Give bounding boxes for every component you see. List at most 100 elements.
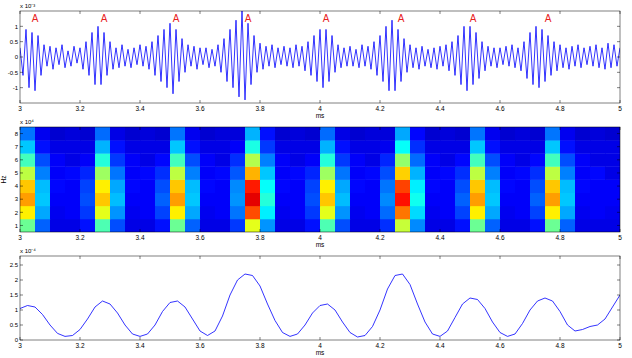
heat-cell xyxy=(185,166,200,180)
x-tick-label: 3.8 xyxy=(255,234,264,241)
heat-cell xyxy=(320,206,335,220)
heat-cell xyxy=(365,180,380,194)
heat-cell xyxy=(215,193,230,207)
heat-cell xyxy=(125,140,140,154)
heat-cell xyxy=(410,153,425,167)
heat-cell xyxy=(530,166,545,180)
heat-cell xyxy=(335,127,350,141)
heat-cell xyxy=(260,153,275,167)
heat-cell xyxy=(470,127,485,141)
x-tick xyxy=(200,127,201,130)
heat-cell xyxy=(140,127,155,141)
heat-cell xyxy=(215,140,230,154)
heat-cell xyxy=(575,153,590,167)
heat-cell xyxy=(425,219,440,232)
x-tick xyxy=(620,256,621,259)
y-tick-label: -1 xyxy=(13,85,19,91)
y-tick xyxy=(617,225,620,226)
x-tick xyxy=(80,337,81,340)
heat-cell xyxy=(470,193,485,207)
heat-cell xyxy=(20,127,35,141)
x-tick-label: 4.6 xyxy=(495,342,504,349)
x-tick-label: 3.4 xyxy=(135,105,144,112)
x-tick xyxy=(500,11,501,14)
heat-cell xyxy=(125,206,140,220)
y-tick xyxy=(617,72,620,73)
heat-cell xyxy=(170,193,185,207)
heat-cell xyxy=(395,127,410,141)
heat-cell xyxy=(80,193,95,207)
heat-cell xyxy=(290,206,305,220)
heat-cell xyxy=(290,127,305,141)
y-tick-label: 0 xyxy=(15,54,19,60)
heat-cell xyxy=(125,153,140,167)
y-tick-label: 1.5 xyxy=(10,292,19,298)
x-tick xyxy=(320,100,321,103)
heat-cell xyxy=(560,153,575,167)
heat-cell xyxy=(485,140,500,154)
annotation: A xyxy=(398,13,405,24)
heat-cell xyxy=(500,166,515,180)
heat-cell xyxy=(500,180,515,194)
heat-cell xyxy=(425,206,440,220)
heat-cell xyxy=(110,166,125,180)
heat-cell xyxy=(200,127,215,141)
x-tick xyxy=(260,127,261,130)
x-tick xyxy=(20,127,21,130)
heat-cell xyxy=(185,219,200,232)
heat-cell xyxy=(425,166,440,180)
heat-cell xyxy=(200,166,215,180)
x-tick xyxy=(140,100,141,103)
heat-cell xyxy=(155,153,170,167)
heat-cell xyxy=(275,127,290,141)
heat-cell xyxy=(410,127,425,141)
heat-cell xyxy=(95,140,110,154)
heat-cell xyxy=(485,219,500,232)
heat-cell xyxy=(350,180,365,194)
x-tick xyxy=(260,100,261,103)
heat-cell xyxy=(380,180,395,194)
y-tick xyxy=(20,212,23,213)
heat-cell xyxy=(350,127,365,141)
y-tick-label: 0 xyxy=(15,337,19,343)
heat-cell xyxy=(515,219,530,232)
y-multiplier: x 10⁻⁴ xyxy=(20,248,36,254)
x-tick xyxy=(440,11,441,14)
heat-cell xyxy=(335,206,350,220)
x-tick xyxy=(560,127,561,130)
y-tick xyxy=(617,310,620,311)
heat-cell xyxy=(410,219,425,232)
heat-cell xyxy=(110,180,125,194)
heat-cell xyxy=(335,140,350,154)
x-tick xyxy=(380,256,381,259)
y-tick-label: 1 xyxy=(15,307,19,313)
x-tick xyxy=(380,337,381,340)
heat-cell xyxy=(575,140,590,154)
heat-cell xyxy=(110,219,125,232)
heat-cell xyxy=(50,193,65,207)
x-tick xyxy=(200,100,201,103)
heat-cell xyxy=(140,180,155,194)
y-tick-label: 1 xyxy=(15,24,19,30)
heat-cell xyxy=(245,140,260,154)
heat-cell xyxy=(20,206,35,220)
heat-cell xyxy=(95,153,110,167)
y-tick xyxy=(617,57,620,58)
x-tick xyxy=(20,100,21,103)
heat-cell xyxy=(605,140,620,154)
heat-cell xyxy=(575,206,590,220)
panel: 33.23.43.63.844.24.44.64.85ms12345678x 1… xyxy=(0,119,622,248)
heat-cell xyxy=(455,140,470,154)
heat-cell xyxy=(95,193,110,207)
annotation: A xyxy=(245,13,252,24)
x-tick xyxy=(260,256,261,259)
heat-cell xyxy=(65,193,80,207)
x-tick-label: 4.2 xyxy=(375,342,384,349)
heat-cell xyxy=(395,180,410,194)
heat-cell xyxy=(530,180,545,194)
heat-cell xyxy=(155,219,170,232)
heat-cell xyxy=(80,153,95,167)
x-tick xyxy=(320,11,321,14)
heat-cell xyxy=(305,180,320,194)
heat-cell xyxy=(560,180,575,194)
